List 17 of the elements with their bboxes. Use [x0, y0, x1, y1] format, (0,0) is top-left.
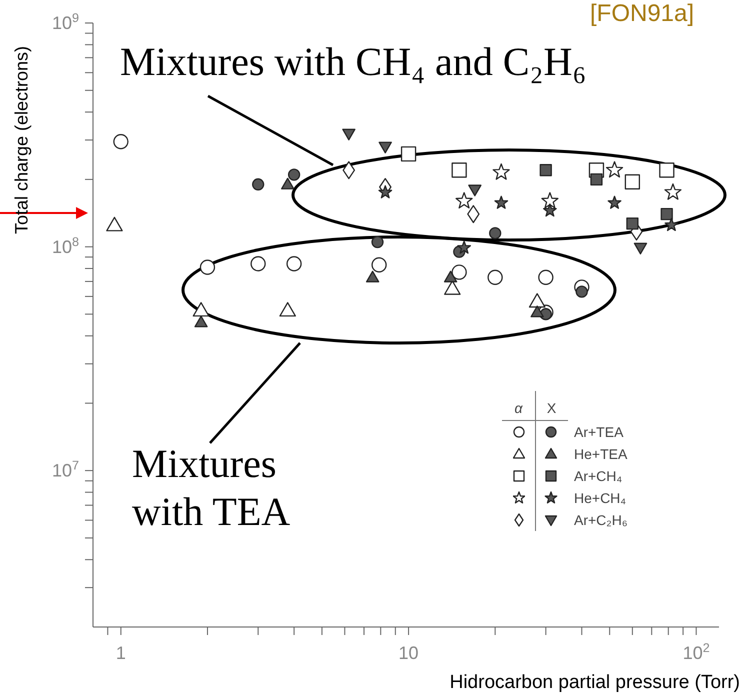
text: α X — [514, 400, 556, 416]
y-tick-label: 10$^{8}$ — [52, 234, 79, 257]
y-tick-label: 10$^{7}$ — [52, 458, 79, 481]
y-axis-title: Total charge (electrons) — [12, 46, 32, 234]
annotation: Mixtures with CH₄ and C₂H₆ — [120, 38, 586, 86]
annotation: Mixtures with TEA — [132, 440, 292, 536]
legend-label: Ar+C₂H₆ — [574, 512, 628, 528]
x-tick-label: 1 — [116, 643, 126, 663]
x-tick-label: 10$^{2}$ — [682, 641, 710, 663]
legend-label: Ar+TEA — [574, 424, 624, 440]
y-tick-label: 10$^{9}$ — [52, 11, 79, 33]
x-axis-title: Hidrocarbon partial pressure (Torr) — [450, 672, 740, 694]
legend-label: He+TEA — [574, 446, 628, 462]
legend-label: Ar+CH₄ — [574, 468, 622, 484]
annotation: [FON91a] — [590, 0, 694, 29]
x-tick-label: 10 — [398, 643, 419, 663]
legend-label: He+CH₄ — [574, 490, 626, 506]
